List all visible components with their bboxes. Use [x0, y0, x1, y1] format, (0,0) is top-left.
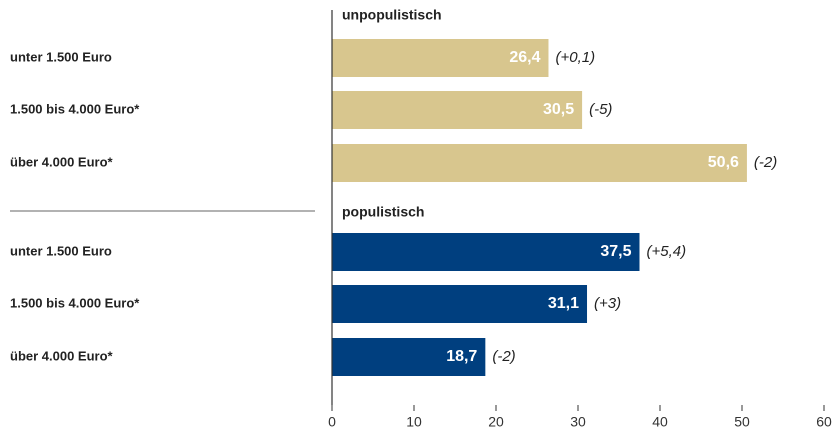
change-label: (+3): [594, 295, 621, 312]
bar: [332, 91, 583, 129]
value-label: 30,5: [543, 101, 574, 118]
x-tick-label: 10: [406, 414, 422, 430]
group-header: populistisch: [342, 204, 424, 220]
bar: [332, 338, 486, 376]
bar: [332, 285, 588, 323]
change-label: (-5): [589, 101, 612, 118]
category-label: unter 1.500 Euro: [10, 49, 112, 64]
category-label: 1.500 bis 4.000 Euro*: [10, 101, 140, 116]
x-tick-label: 30: [570, 414, 586, 430]
bar: [332, 144, 747, 182]
change-label: (-2): [492, 348, 515, 365]
change-label: (+0,1): [555, 49, 595, 66]
x-tick-label: 60: [816, 414, 832, 430]
value-label: 37,5: [600, 243, 631, 260]
x-tick-label: 20: [488, 414, 504, 430]
value-label: 50,6: [708, 154, 739, 171]
x-tick-label: 40: [652, 414, 668, 430]
category-label: unter 1.500 Euro: [10, 243, 112, 258]
change-label: (+5,4): [647, 243, 687, 260]
bar: [332, 39, 549, 77]
value-label: 18,7: [446, 348, 477, 365]
category-label: über 4.000 Euro*: [10, 348, 114, 363]
change-label: (-2): [754, 154, 777, 171]
group-header: unpopulistisch: [342, 7, 442, 23]
category-label: 1.500 bis 4.000 Euro*: [10, 295, 140, 310]
bar: [332, 233, 640, 271]
value-label: 31,1: [548, 295, 579, 312]
value-label: 26,4: [509, 49, 540, 66]
x-tick-label: 50: [734, 414, 750, 430]
category-label: über 4.000 Euro*: [10, 154, 114, 169]
x-tick-label: 0: [328, 414, 336, 430]
